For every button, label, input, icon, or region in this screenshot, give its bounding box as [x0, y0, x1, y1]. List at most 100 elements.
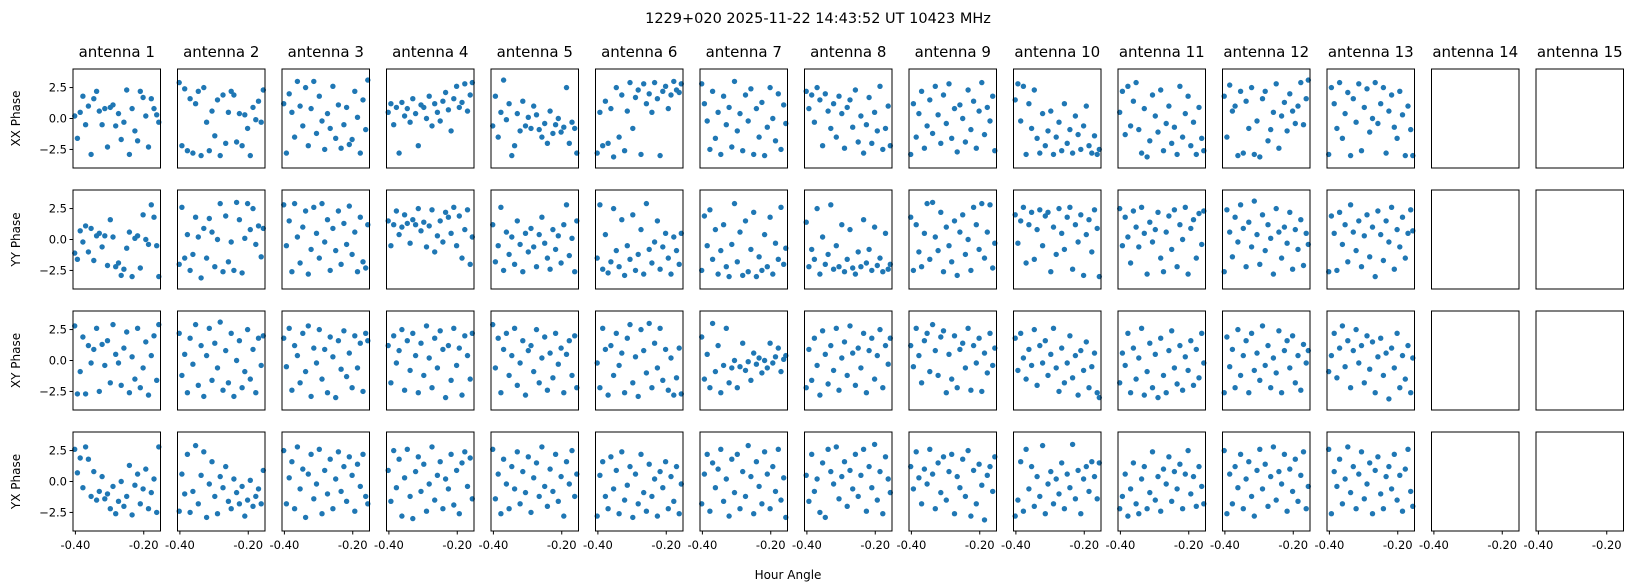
- data-point: [129, 105, 135, 112]
- data-point: [451, 96, 457, 102]
- panel-frame: [804, 68, 893, 169]
- data-point: [1039, 243, 1046, 249]
- data-point: [201, 393, 207, 400]
- x-tick-label: -0.40: [792, 538, 822, 552]
- data-point: [324, 390, 331, 396]
- data-point: [74, 135, 81, 141]
- data-point: [871, 441, 878, 448]
- data-point: [970, 467, 977, 474]
- data-point: [731, 78, 738, 85]
- data-point: [627, 321, 633, 328]
- data-point: [860, 217, 867, 223]
- data-point: [104, 144, 111, 150]
- data-point: [503, 481, 510, 487]
- data-point: [1397, 472, 1403, 478]
- data-point: [770, 360, 776, 366]
- panel-frame: [177, 189, 266, 290]
- data-point: [1375, 354, 1381, 360]
- data-point: [250, 205, 256, 212]
- data-point: [1042, 213, 1049, 219]
- data-point: [1386, 108, 1392, 114]
- data-point: [1303, 360, 1309, 366]
- data-point: [877, 468, 883, 475]
- data-point: [561, 222, 567, 228]
- data-point: [833, 444, 839, 450]
- data-point: [1383, 350, 1389, 356]
- data-point: [715, 109, 721, 116]
- data-point: [1353, 119, 1359, 125]
- data-point: [233, 199, 240, 206]
- data-point: [871, 109, 878, 116]
- data-point: [863, 122, 870, 128]
- data-point: [459, 99, 465, 106]
- data-point: [621, 148, 628, 154]
- data-point: [429, 444, 435, 450]
- x-tick-label: -0.40: [1315, 538, 1345, 552]
- data-point: [929, 321, 936, 328]
- data-point: [770, 115, 776, 122]
- data-point: [1023, 260, 1029, 266]
- panel-frame: [281, 431, 370, 532]
- data-point: [198, 275, 204, 281]
- data-point: [932, 83, 938, 90]
- data-point: [445, 486, 452, 492]
- data-point: [542, 334, 548, 340]
- data-point: [753, 361, 760, 367]
- data-point: [855, 139, 861, 145]
- data-point: [709, 320, 716, 327]
- data-point: [1039, 110, 1046, 117]
- data-point: [247, 376, 253, 382]
- data-point: [412, 468, 419, 475]
- data-point: [1039, 360, 1046, 366]
- data-point: [600, 459, 606, 465]
- data-point: [322, 467, 328, 474]
- data-point: [190, 150, 196, 156]
- data-point: [1361, 380, 1368, 386]
- data-point: [841, 459, 848, 465]
- data-point: [913, 449, 919, 455]
- data-point: [225, 498, 232, 504]
- data-point: [352, 88, 358, 95]
- data-point: [283, 243, 290, 249]
- data-point: [833, 325, 839, 331]
- data-point: [1056, 491, 1062, 497]
- data-point: [302, 84, 309, 91]
- data-point: [759, 370, 765, 376]
- data-point: [671, 234, 677, 240]
- data-point: [1166, 103, 1172, 109]
- data-point: [885, 361, 891, 367]
- data-point: [91, 468, 97, 475]
- data-point: [1127, 260, 1134, 266]
- data-point: [558, 473, 564, 480]
- x-tick-label: -0.20: [860, 538, 890, 552]
- data-point: [1300, 262, 1307, 269]
- data-point: [121, 345, 127, 351]
- data-point: [1190, 473, 1197, 480]
- data-point: [536, 231, 542, 238]
- data-point: [506, 101, 512, 107]
- data-point: [643, 101, 650, 107]
- data-point: [316, 326, 322, 333]
- data-point: [316, 93, 322, 99]
- data-point: [1276, 328, 1282, 334]
- data-point: [778, 497, 784, 503]
- data-point: [528, 125, 534, 132]
- data-point: [1125, 513, 1131, 519]
- data-point: [563, 202, 570, 208]
- data-point: [1259, 96, 1266, 102]
- panel-frame: [386, 310, 475, 411]
- data-point: [806, 264, 812, 270]
- data-point: [1089, 150, 1095, 156]
- data-point: [250, 503, 256, 509]
- data-point: [1265, 503, 1271, 509]
- data-point: [1155, 473, 1161, 480]
- data-point: [1089, 459, 1095, 465]
- data-point: [407, 367, 413, 374]
- x-tick-label: -0.20: [1592, 538, 1622, 552]
- data-point: [814, 205, 820, 212]
- data-point: [179, 143, 185, 149]
- data-point: [619, 449, 625, 455]
- data-point: [1133, 224, 1139, 230]
- data-point: [1166, 454, 1172, 460]
- data-point: [300, 330, 306, 336]
